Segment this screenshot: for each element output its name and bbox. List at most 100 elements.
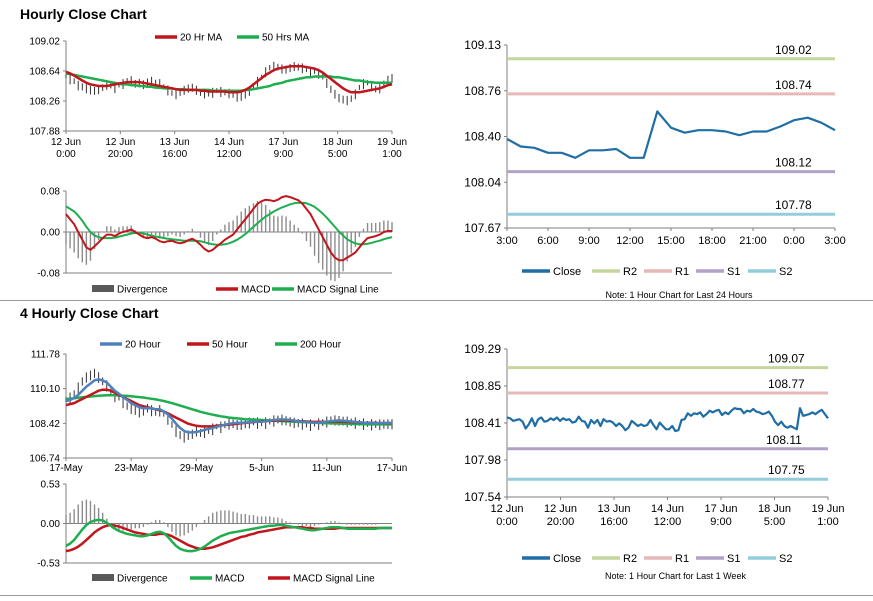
four-hourly-macd-legend-label: Divergence [117,574,168,585]
weekly-pivot-xtick-label: 20:00 [547,516,575,528]
weekly-pivot-xtick-label: 12:00 [654,516,682,528]
hourly-macd-ytick-label: 0.00 [41,228,61,239]
hourly-price-xtick-label: 12 Jun [51,137,81,148]
hourly-price-xtick-label: 13 Jun [160,137,190,148]
hourly-price-legend-label: 50 Hrs MA [262,33,310,44]
hourly-pivot-chart: 109.13 108.76 108.40 108.04 107.673:00 6:00 9:… [464,38,845,300]
weekly-pivot-legend-label: Close [553,553,581,565]
four-hourly-price-ytick-label: 111.78 [31,350,61,361]
weekly-pivot-ytick-label: 107.54 [464,490,501,504]
four-hourly-price-ytick-label: 108.42 [29,419,60,430]
hourly-price-xtick-label: 16:00 [162,149,187,160]
hourly-price-ytick-label: 109.02 [29,37,60,48]
hourly-macd-ytick-label: -0.08 [37,269,60,280]
weekly-pivot-legend-label: R1 [675,553,689,565]
four-hourly-price-xtick-label: 17-Jun [377,463,408,474]
four-hourly-section-title: 4 Hourly Close Chart [20,305,159,321]
hourly-pivot-xtick-label: 6:00 [537,235,558,247]
bottom-divider [0,595,873,596]
four-hourly-price-xtick-label: 11-Jun [312,463,342,474]
hourly-price-xtick-label: 14 Jun [214,137,244,148]
hourly-price-legend-label: 20 Hr MA [180,33,223,44]
hourly-macd-legend-label: MACD Signal Line [297,285,379,296]
section-divider [0,300,873,301]
hourly-price-xtick-label: 9:00 [274,149,294,160]
hourly-price-xtick-label: 18 Jun [323,137,353,148]
hourly-pivot-s2-label: 107.78 [775,198,812,212]
hourly-pivot-xtick-label: 9:00 [578,235,599,247]
weekly-pivot-xtick-label: 12 Jun [490,503,523,515]
hourly-price-ytick-label: 108.26 [29,97,60,108]
hourly-pivot-ytick-label: 108.40 [464,130,501,144]
weekly-pivot-ytick-label: 108.41 [464,416,501,430]
four-hourly-price-legend-label: 200 Hour [300,340,342,351]
hourly-pivot-s1-label: 108.12 [775,156,812,170]
four-hourly-price-xtick-label: 29-May [180,463,213,474]
weekly-pivot-ytick-label: 109.29 [464,342,501,356]
hourly-macd-chart: 0.08 0.00 -0.08 Divergence MACD MACD Signal L… [37,187,393,296]
hourly-pivot-xtick-label: 18:00 [698,235,726,247]
hourly-macd-ytick-label: 0.08 [41,187,61,198]
weekly-pivot-s1-label: 108.11 [766,433,802,447]
hourly-pivot-legend-label: S2 [779,266,792,278]
four-hourly-price-xtick-label: 5-Jun [249,463,274,474]
weekly-pivot-legend-label: S2 [779,553,792,565]
hourly-price-xtick-label: 20:00 [108,149,133,160]
weekly-pivot-xtick-label: 1:00 [817,516,838,528]
four-hourly-price-ytick-label: 110.10 [30,384,60,395]
hourly-pivot-xtick-label: 21:00 [739,235,767,247]
weekly-pivot-xtick-label: 9:00 [710,516,731,528]
four-hourly-price-xtick-label: 17-May [49,463,82,474]
weekly-pivot-ytick-label: 108.85 [464,379,501,393]
hourly-pivot-ytick-label: 107.67 [464,221,501,235]
weekly-pivot-ytick-label: 107.98 [464,453,501,467]
hourly-pivot-r2-label: 109.02 [775,43,812,57]
hourly-price-xtick-label: 17 Jun [268,137,298,148]
hourly-pivot-close-line [506,110,836,159]
weekly-pivot-xtick-label: 19 Jun [811,503,844,515]
hourly-price-xtick-label: 5:00 [328,149,348,160]
four-hourly-macd-chart: 0.53 0.00 -0.53 Divergence MACD MACD Signal L… [37,480,392,585]
hourly-section-title: Hourly Close Chart [20,6,147,22]
four-hourly-macd-ytick-label: 0.00 [41,519,61,530]
hourly-pivot-xtick-label: 3:00 [496,235,517,247]
four-hourly-price-legend-label: 20 Hour [125,340,161,351]
four-hourly-macd-ytick-label: -0.53 [37,559,60,570]
weekly-pivot-xtick-label: 17 Jun [704,503,737,515]
weekly-pivot-xtick-label: 16:00 [600,516,628,528]
four-hourly-macd-legend-label: MACD [215,574,244,585]
hourly-macd-line [65,195,392,262]
weekly-pivot-legend-label: S1 [727,553,740,565]
weekly-pivot-r2-label: 109.07 [768,352,805,366]
hourly-pivot-note: Note: 1 Hour Chart for Last 24 Hours [605,290,753,300]
hourly-pivot-r1-label: 108.74 [775,78,812,92]
hourly-pivot-ytick-label: 108.04 [464,175,501,189]
hourly-pivot-ytick-label: 108.76 [464,84,501,98]
hourly-pivot-ytick-label: 109.13 [464,38,501,52]
hourly-macd-legend-label: Divergence [117,285,168,296]
weekly-pivot-legend-label: R2 [623,553,637,565]
hourly-price-xtick-label: 12 Jun [105,137,135,148]
four-hourly-macd-legend-label: MACD Signal Line [293,574,375,585]
hourly-pivot-xtick-label: 12:00 [616,235,644,247]
hourly-price-xtick-label: 19 Jun [377,137,407,148]
weekly-pivot-xtick-label: 14 Jun [651,503,684,515]
four-hourly-price-xtick-label: 23-May [115,463,148,474]
weekly-pivot-xtick-label: 13 Jun [597,503,630,515]
hourly-price-xtick-label: 0:00 [56,149,76,160]
weekly-pivot-xtick-label: 0:00 [496,516,517,528]
four-hourly-macd-legend-swatch [92,574,114,581]
weekly-pivot-r1-label: 108.77 [768,377,805,391]
hourly-pivot-xtick-label: 15:00 [657,235,685,247]
weekly-pivot-note: Note: 1 Hour Chart for Last 1 Week [605,571,746,581]
hourly-price-xtick-label: 12:00 [216,149,241,160]
hourly-macd-legend-swatch [92,285,114,292]
hourly-price-ytick-label: 108.64 [29,67,60,78]
hourly-pivot-legend-label: R2 [623,266,637,278]
weekly-pivot-xtick-label: 18 Jun [758,503,791,515]
hourly-ma20-line [65,65,393,94]
hourly-price-ytick-label: 107.88 [29,127,60,138]
